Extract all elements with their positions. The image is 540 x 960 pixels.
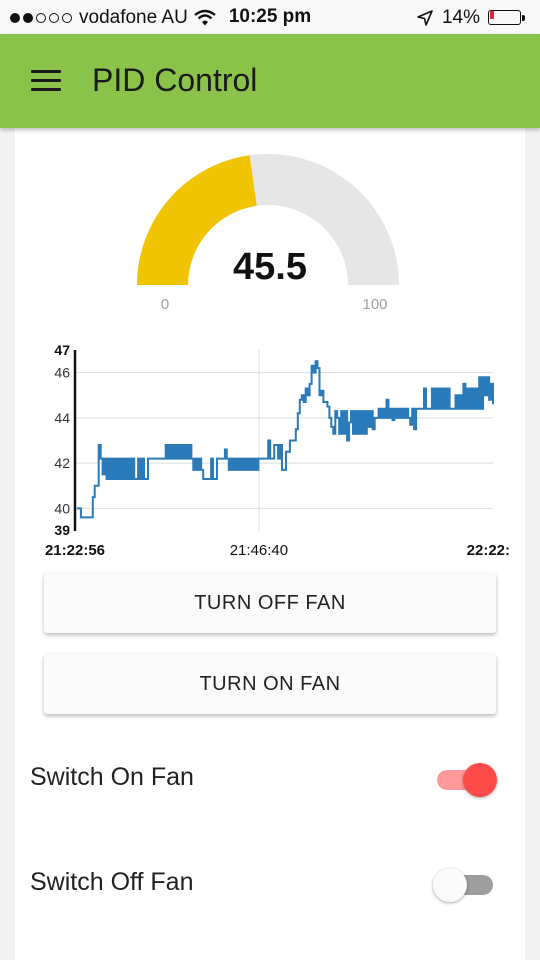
- y-max-label: 47: [54, 342, 70, 358]
- location-arrow-icon: [417, 10, 433, 26]
- switch-row-on-fan: Switch On Fan: [15, 748, 525, 808]
- page-title: PID Control: [92, 62, 258, 98]
- app-bar: PID Control: [0, 34, 540, 128]
- battery-percent: 14%: [441, 7, 480, 28]
- y-tick-label: 40: [54, 500, 70, 516]
- carrier-name: vodafone AU: [79, 7, 188, 28]
- hamburger-menu-icon[interactable]: [28, 64, 64, 98]
- switch-row-off-fan: Switch Off Fan: [15, 853, 525, 913]
- switch-off-fan-label: Switch Off Fan: [30, 868, 194, 896]
- x-tick-label: 22:22:: [467, 542, 510, 559]
- gauge-widget: 45.5 0 100: [15, 128, 525, 328]
- y-tick-label: 42: [54, 455, 70, 471]
- gauge-value: 45.5: [233, 246, 307, 288]
- toggle-knob[interactable]: [463, 763, 497, 797]
- gauge-fill: [137, 155, 257, 285]
- content-card: 45.5 0 100 40 42 44 46 47 39 21:22:56 21:46:40 2…: [15, 128, 525, 960]
- y-min-label: 39: [54, 522, 70, 538]
- gauge-min-label: 0: [160, 296, 170, 313]
- switch-off-fan-toggle[interactable]: [433, 867, 497, 902]
- signal-dots-icon: [10, 13, 72, 23]
- gauge-svg: [137, 154, 399, 285]
- series-line-0: [77, 360, 494, 519]
- status-bar-left: vodafone AU: [10, 7, 216, 29]
- gauge-max-label: 100: [362, 296, 388, 313]
- status-bar: vodafone AU 10:25 pm 14%: [0, 0, 540, 34]
- line-chart-svg: 40 42 44 46 47 39 21:22:56 21:46:40 22:22:: [45, 342, 510, 559]
- turn-off-fan-button[interactable]: TURN OFF FAN: [44, 573, 496, 633]
- status-bar-right: 14%: [416, 7, 528, 29]
- y-tick-label: 44: [54, 410, 70, 426]
- switch-on-fan-toggle[interactable]: [435, 762, 497, 797]
- battery-icon: [488, 9, 528, 27]
- turn-on-fan-button[interactable]: TURN ON FAN: [44, 654, 496, 714]
- line-chart: 40 42 44 46 47 39 21:22:56 21:46:40 22:22:: [15, 338, 525, 568]
- switch-on-fan-label: Switch On Fan: [30, 763, 194, 791]
- y-tick-label: 46: [54, 365, 70, 381]
- x-tick-label: 21:22:56: [45, 542, 105, 559]
- wifi-icon: [194, 9, 216, 26]
- toggle-knob[interactable]: [433, 868, 467, 902]
- x-tick-label: 21:46:40: [230, 542, 288, 559]
